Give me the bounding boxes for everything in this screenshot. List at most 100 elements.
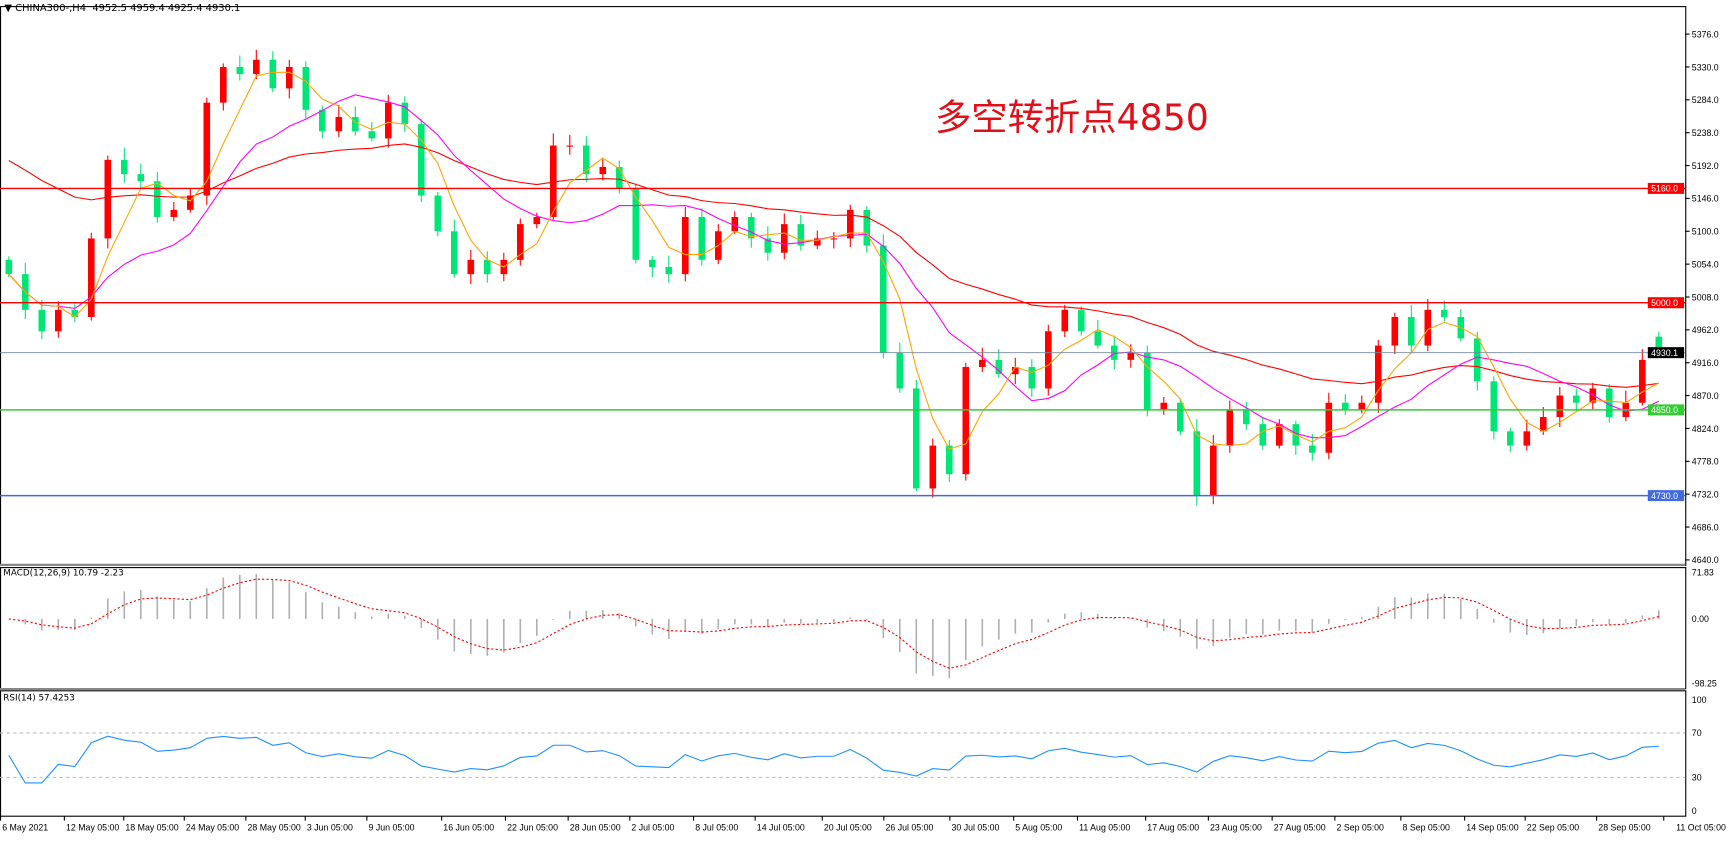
candle-body [236, 66, 244, 75]
x-tick-label: 11 Oct 05:00 [1676, 823, 1726, 833]
candle-body [368, 131, 376, 139]
candle [517, 218, 524, 266]
macd-tick-label: -98.25 [1692, 678, 1717, 688]
x-tick-label: 3 Jun 05:00 [307, 823, 353, 833]
candle [401, 96, 409, 132]
candle-body [5, 259, 13, 275]
candle [1507, 427, 1514, 453]
candle [1259, 417, 1267, 450]
candle [1061, 304, 1069, 338]
candle-body [748, 216, 755, 239]
candle [1457, 309, 1465, 342]
candle-body [121, 159, 128, 175]
candle-body [302, 66, 310, 110]
candle-body [1589, 388, 1597, 403]
candle-body [1193, 431, 1201, 496]
candle-body [1441, 309, 1448, 318]
candle [863, 206, 871, 253]
candle-body [599, 166, 607, 175]
candle [434, 191, 442, 237]
x-tick-label: 2 Jul 05:00 [631, 823, 674, 833]
candle [946, 439, 953, 483]
x-tick-label: 14 Jul 05:00 [757, 823, 805, 833]
candle [269, 51, 277, 92]
level-label: 5160.0 [1651, 184, 1678, 194]
macd-tick-label: 0.00 [1692, 614, 1709, 624]
candle-body [1127, 352, 1135, 360]
candle-body [203, 102, 211, 196]
candle [220, 63, 227, 111]
candle-body [187, 195, 194, 210]
candle-body [731, 216, 739, 232]
candle-body [698, 216, 706, 260]
candle-body [319, 109, 326, 132]
candle-body [1276, 424, 1283, 446]
candle-body [1144, 352, 1151, 410]
candle-body [1424, 309, 1432, 346]
candle-body [797, 224, 805, 246]
candle-body [401, 102, 409, 125]
y-tick-label: 4732.0 [1692, 489, 1719, 499]
x-tick-label: 5 Aug 05:00 [1015, 823, 1062, 833]
candle [22, 262, 29, 320]
candle-body [71, 309, 79, 318]
candle [286, 59, 293, 99]
x-tick-label: 28 May 05:00 [247, 823, 300, 833]
candle-body [913, 388, 920, 489]
y-tick-label: 5330.0 [1692, 62, 1719, 72]
candle-body [1226, 409, 1234, 446]
candle-body [1408, 317, 1415, 346]
candle [170, 201, 178, 222]
candle [137, 163, 145, 189]
candle-body [1490, 381, 1498, 432]
candle [467, 249, 475, 285]
candle [1342, 394, 1349, 415]
current-price-tag [1647, 347, 1685, 359]
candle-body [995, 359, 1003, 375]
candle-body [38, 309, 46, 332]
level-label: 5000.0 [1651, 298, 1678, 308]
candle [880, 234, 887, 359]
candle [1556, 387, 1564, 428]
y-tick-label: 4870.0 [1692, 391, 1719, 401]
candle [1309, 434, 1316, 461]
x-tick-label: 18 May 05:00 [125, 823, 178, 833]
ohlc-readout: 4952.5 4959.4 4925.4 4930.1 [92, 3, 241, 15]
candle [665, 255, 673, 283]
rsi-tick-label: 100 [1692, 695, 1707, 705]
y-tick-label: 4686.0 [1692, 522, 1719, 532]
candle [302, 61, 310, 119]
candle-body [1243, 409, 1250, 425]
symbol: CHINA300-,H4 [15, 3, 87, 15]
candle-body [451, 231, 458, 275]
candle-body [781, 224, 788, 253]
x-tick-label: 24 May 05:00 [186, 823, 239, 833]
candle [1523, 419, 1531, 451]
y-tick-label: 5376.0 [1692, 29, 1719, 39]
candle [335, 104, 343, 137]
y-tick-label: 5146.0 [1692, 194, 1719, 204]
candle-body [583, 145, 590, 175]
candle [1408, 304, 1415, 353]
y-tick-label: 4916.0 [1692, 358, 1719, 368]
candle [1045, 324, 1052, 396]
candle [748, 212, 755, 248]
candle [1474, 332, 1481, 391]
candle [913, 379, 920, 492]
candle-body [847, 209, 854, 239]
candle-body [1309, 445, 1316, 453]
y-tick-label: 4824.0 [1692, 424, 1719, 434]
candle [368, 121, 376, 142]
rsi-tick-label: 30 [1692, 773, 1702, 783]
candle [1424, 299, 1432, 352]
y-tick-label: 5054.0 [1692, 259, 1719, 269]
x-tick-label: 28 Sep 05:00 [1598, 823, 1650, 833]
level-tag [1647, 404, 1685, 416]
candle-body [814, 238, 821, 246]
candle [599, 159, 607, 181]
y-tick-label: 4778.0 [1692, 457, 1719, 467]
candle [1490, 376, 1498, 440]
candle-body [764, 238, 772, 253]
price-pane [0, 6, 1687, 566]
